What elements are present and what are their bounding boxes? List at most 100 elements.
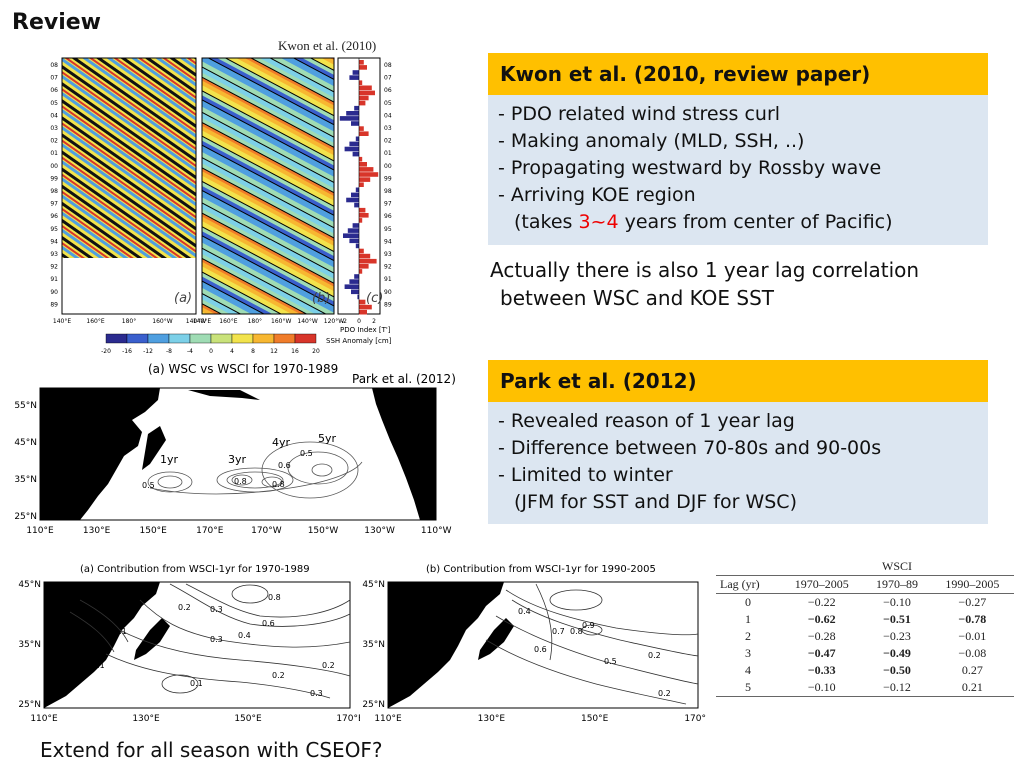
lon-tick: 110°E — [26, 526, 54, 536]
pdo-bar — [352, 70, 359, 75]
footer-question: Extend for all season with CSEOF? — [40, 738, 383, 762]
table-value-cell: −0.51 — [883, 612, 911, 626]
kwon-line: - Propagating westward by Rossby wave — [498, 157, 882, 179]
contour-label-a: 0.4 — [238, 631, 251, 640]
pdo-bar — [349, 75, 359, 80]
table-value-cell: −0.50 — [883, 663, 911, 677]
x-tick-b: 120°W — [324, 318, 344, 325]
wsc-map-figure: (a) WSC vs WSCI for 1970-1989 Park et al… — [10, 360, 466, 542]
lon-tick: 110°E — [30, 714, 58, 724]
pdo-bar — [359, 258, 377, 264]
pdo-bar — [359, 304, 372, 310]
table-lag-cell: 4 — [745, 663, 752, 677]
pdo-bar — [346, 197, 359, 203]
year-tick-right: 89 — [384, 301, 392, 308]
contour-label-a: 0.2 — [272, 671, 285, 680]
contribution-a-title: (a) Contribution from WSCI-1yr for 1970-… — [80, 564, 310, 575]
colorbar-swatch — [294, 333, 317, 344]
table-row: 3 −0.47 −0.49 −0.08 — [716, 645, 1014, 662]
contour-label-a: 0.3 — [310, 689, 323, 698]
takes-years-red: 3~4 — [578, 211, 619, 233]
year-tick-left: 91 — [50, 276, 58, 283]
contour-label-a: 0.3 — [210, 605, 223, 614]
colorbar-tick: 20 — [312, 348, 320, 355]
lat-tick: 45°N — [14, 438, 37, 448]
year-tick-left: 90 — [50, 289, 58, 296]
slide-title: Review — [12, 10, 101, 35]
lon-tick: 170°E — [196, 526, 224, 536]
america-land — [372, 388, 436, 520]
pdo-bar — [359, 309, 367, 315]
contour-label-a: 0.1 — [92, 661, 105, 670]
pdo-bar — [355, 187, 359, 193]
colorbar-tick: -16 — [122, 348, 132, 355]
table-body: 0 −0.22 −0.10 −0.27 1 −0.62 −0.51 −0.78 2 −0.28 −0… — [716, 594, 1014, 697]
table-header: 1970–89 — [876, 577, 919, 591]
year-tick-left: 08 — [50, 62, 58, 69]
contribution-b-title: (b) Contribution from WSCI-1yr for 1990-… — [426, 564, 656, 575]
lat-tick: 25°N — [18, 700, 41, 710]
year-tick-right: 91 — [384, 276, 392, 283]
lon-tick: 110°E — [374, 714, 402, 724]
colorbar-tick: 12 — [270, 348, 278, 355]
colorbar-swatch — [231, 333, 254, 344]
pdo-bar — [349, 141, 359, 147]
contribution-a-labels: 0.2 0.3 0.8 0.6 0.4 0.1 0.3 0.2 0.1 0.2 0.3 0.1 — [92, 593, 335, 698]
kwon-box-heading: Kwon et al. (2010, review paper) — [488, 53, 988, 95]
year-tick-right: 07 — [384, 75, 392, 82]
year-tick-left: 06 — [50, 87, 58, 94]
colorbar-swatch — [105, 333, 128, 344]
lag-label-3yr: 3yr — [228, 453, 247, 466]
year-tick-left: 97 — [50, 201, 58, 208]
contour-label: 0.8 — [234, 477, 247, 486]
kwon-line: - PDO related wind stress curl — [498, 103, 781, 125]
colorbar-label: SSH Anomaly [cm] — [326, 337, 392, 345]
year-tick-left: 00 — [50, 163, 58, 170]
lat-tick: 45°N — [362, 580, 385, 590]
contribution-b-svg: (b) Contribution from WSCI-1yr for 1990-… — [362, 564, 712, 724]
colorbar-tick: 8 — [251, 348, 255, 355]
table-lag-cell: 5 — [745, 680, 752, 694]
contribution-map-b: (b) Contribution from WSCI-1yr for 1990-… — [356, 560, 712, 726]
contribution-a-lat-ticks: 45°N 35°N 25°N — [18, 580, 41, 710]
lag-note: Actually there is also 1 year lag correl… — [490, 256, 1010, 312]
contribution-a-contours — [69, 583, 351, 699]
table-row: 1 −0.62 −0.51 −0.78 — [716, 611, 1014, 628]
panel-b-label: (b) — [312, 291, 330, 306]
fig2-citation: Park et al. (2012) — [352, 372, 456, 386]
panel-b-field — [202, 58, 334, 314]
contour-label-b: 0.7 — [552, 627, 565, 636]
table-header: Lag (yr) — [720, 577, 760, 591]
table-value-cell: −0.08 — [958, 646, 987, 660]
pdo-bar — [359, 156, 363, 162]
year-tick-left: 05 — [50, 100, 58, 107]
lag-correlation-table: WSCI Lag (yr) 1970–2005 1970–89 1990–200… — [716, 558, 1014, 697]
contribution-b-lon-ticks: 110°E 130°E 150°E 170°E — [374, 714, 712, 724]
year-tick-right: 02 — [384, 138, 392, 145]
pdo-bar — [354, 274, 359, 279]
wsc-map-lon-ticks: 110°E 130°E 150°E 170°E 170°W 150°W 130°W 110°W — [26, 526, 451, 536]
lag-label-5yr: 5yr — [318, 432, 337, 445]
x-tick-a: 160°W — [152, 318, 172, 325]
table-value-cell: −0.23 — [883, 629, 911, 643]
contribution-b-lat-ticks: 45°N 35°N 25°N — [362, 580, 385, 710]
year-tick-right: 94 — [384, 238, 392, 245]
x-tick-a: 160°E — [86, 318, 104, 325]
pdo-bar — [359, 182, 364, 187]
colorbar-swatch — [189, 333, 212, 344]
pdo-ticks: -2 0 2 — [341, 318, 376, 325]
table-value-cell: −0.22 — [807, 595, 836, 609]
contour-label-a: 0.2 — [322, 661, 335, 670]
japan-land-b — [478, 618, 514, 660]
year-tick-right: 06 — [384, 87, 392, 94]
table-row: 2 −0.28 −0.23 −0.01 — [716, 628, 1014, 645]
panel-a-field — [62, 58, 196, 258]
year-tick-left: 94 — [50, 238, 58, 245]
year-tick-right: 97 — [384, 201, 392, 208]
colorbar-swatch — [168, 333, 191, 344]
lag-label-1yr: 1yr — [160, 453, 179, 466]
lat-tick: 35°N — [18, 640, 41, 650]
lon-tick: 130°W — [364, 526, 395, 536]
pdo-bar — [359, 177, 371, 182]
year-tick-right: 04 — [384, 112, 392, 119]
